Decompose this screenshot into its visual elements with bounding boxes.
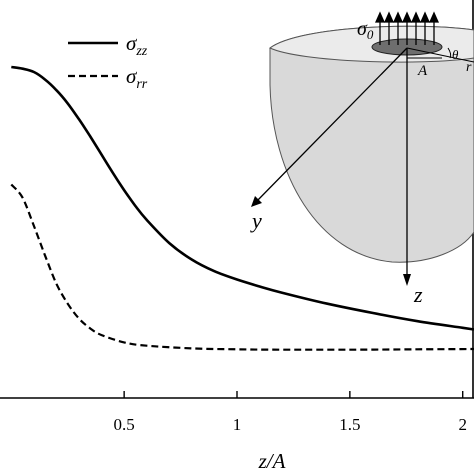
inset-y-axis-arrow-icon [251, 47, 408, 207]
inset-a-label: A [417, 63, 428, 79]
legend-label-sigma-zz: σzz [126, 31, 148, 59]
x-tick-label: 0.5 [114, 415, 135, 434]
legend-label-sigma-rr: σrr [126, 64, 148, 92]
legend: σzz σrr [68, 31, 148, 92]
series-line-sigma-zz [11, 65, 474, 331]
inset-load-arrows-icon [374, 11, 440, 45]
inset-z-label: z [413, 282, 423, 307]
inset-schematic: σ0 A θ r y z [250, 11, 474, 307]
series-layer [10, 65, 474, 351]
inset-theta-label: θ [452, 47, 459, 62]
inset-y-label: y [250, 208, 262, 233]
x-axis-ticks: 0.5 1 1.5 2 [114, 391, 467, 434]
inset-r-label: r [466, 60, 472, 75]
inset-theta-arc [447, 47, 452, 59]
x-tick-label: 2 [458, 415, 467, 434]
x-axis-label: z/A [258, 449, 286, 473]
series-line-sigma-rr [10, 183, 474, 351]
inset-sigma-label: σ0 [357, 18, 374, 42]
inset-r-line [406, 47, 474, 63]
x-tick-label: 1 [233, 415, 242, 434]
x-tick-label: 1.5 [339, 415, 360, 434]
inset-z-axis-arrow-icon [403, 48, 411, 286]
